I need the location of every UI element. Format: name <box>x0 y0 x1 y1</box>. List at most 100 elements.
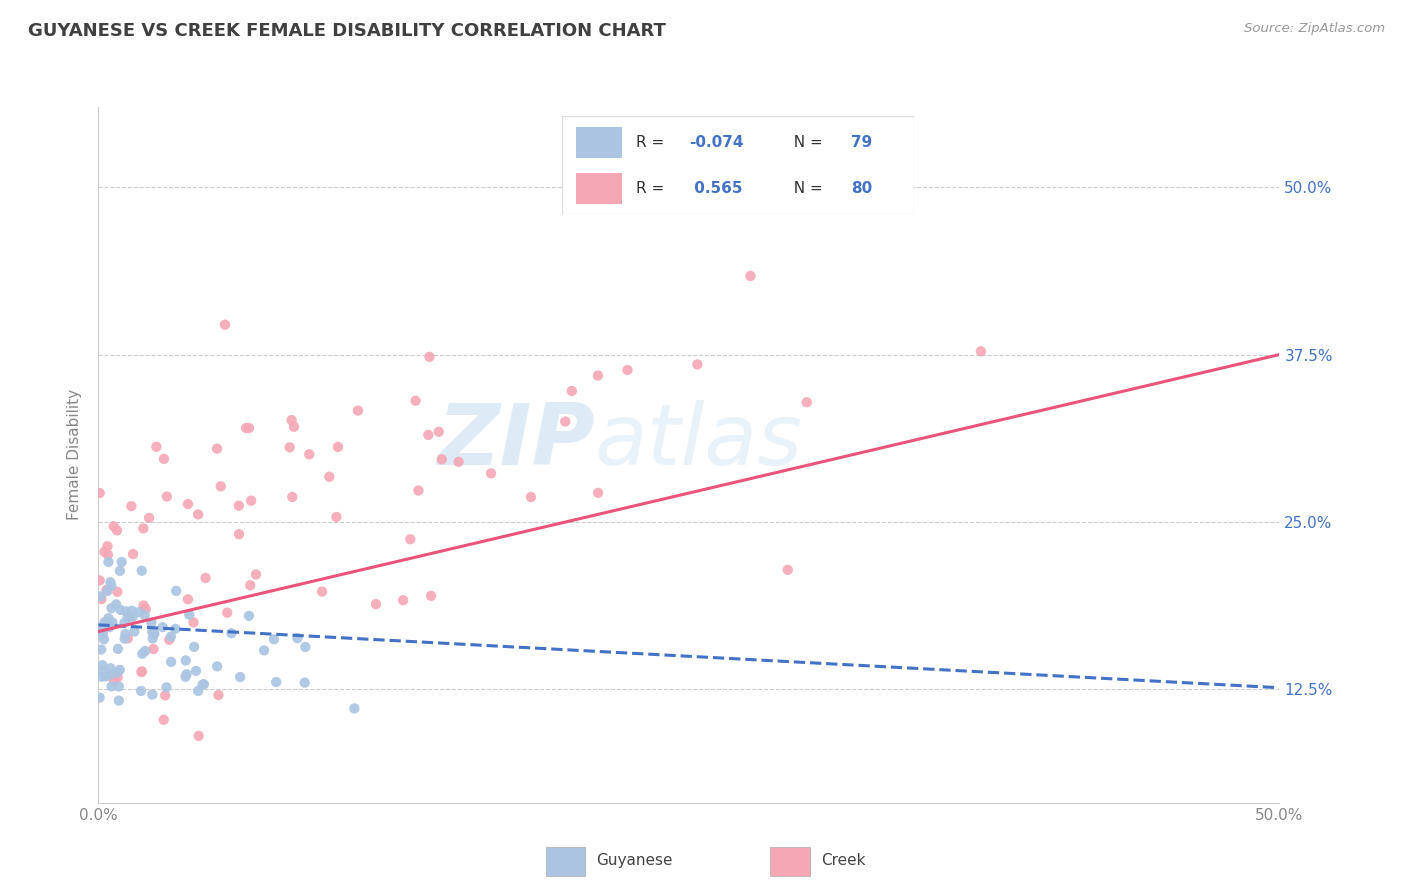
Point <box>103 519 125 533</box>
Point <box>105 598 128 612</box>
Point <box>616 363 638 377</box>
Text: 79: 79 <box>851 135 872 150</box>
Point <box>165 622 187 636</box>
Point <box>392 593 415 607</box>
Point <box>143 626 166 640</box>
Point <box>103 673 125 688</box>
Point <box>520 490 543 504</box>
Point <box>98 667 121 681</box>
Point <box>122 547 145 561</box>
Point <box>96 615 118 630</box>
Text: 0.565: 0.565 <box>689 181 742 196</box>
Point <box>89 486 111 500</box>
Point <box>131 564 153 578</box>
Point <box>205 442 228 456</box>
Point <box>89 590 111 604</box>
Point <box>138 511 160 525</box>
Point <box>405 393 427 408</box>
Point <box>100 575 122 590</box>
Point <box>156 490 179 504</box>
Point <box>91 670 114 684</box>
Point <box>318 469 340 483</box>
Point <box>418 350 440 364</box>
Point <box>187 684 209 698</box>
Point <box>89 574 111 588</box>
Point <box>114 632 136 646</box>
Point <box>129 684 152 698</box>
Point <box>100 601 122 615</box>
Point <box>239 578 262 592</box>
Point <box>179 607 201 622</box>
Point <box>157 632 180 647</box>
Point <box>160 655 183 669</box>
Text: R =: R = <box>636 181 675 196</box>
Point <box>107 670 129 684</box>
Point <box>217 606 239 620</box>
Point <box>221 626 243 640</box>
Point <box>177 592 200 607</box>
Point <box>238 608 260 623</box>
Point <box>207 688 229 702</box>
Point <box>796 395 818 409</box>
Point <box>142 625 165 640</box>
Point <box>145 440 167 454</box>
Point <box>132 599 155 613</box>
Point <box>121 604 143 618</box>
Text: Creek: Creek <box>821 854 866 868</box>
Text: GUYANESE VS CREEK FEMALE DISABILITY CORRELATION CHART: GUYANESE VS CREEK FEMALE DISABILITY CORR… <box>28 22 666 40</box>
Point <box>187 729 209 743</box>
Point <box>105 584 128 599</box>
Point <box>347 403 370 417</box>
Point <box>117 610 139 624</box>
Point <box>326 440 349 454</box>
Point <box>191 677 214 691</box>
Point <box>100 661 122 675</box>
Point <box>90 642 112 657</box>
Point <box>686 358 709 372</box>
Point <box>98 620 121 634</box>
Point <box>152 713 174 727</box>
Point <box>264 675 287 690</box>
Point <box>131 647 153 661</box>
Point <box>228 499 250 513</box>
Point <box>121 609 143 624</box>
Point <box>114 627 136 641</box>
Point <box>970 344 993 359</box>
Point <box>160 630 183 644</box>
Point <box>105 665 128 680</box>
Text: Source: ZipAtlas.com: Source: ZipAtlas.com <box>1244 22 1385 36</box>
Point <box>90 622 112 636</box>
Point <box>430 452 453 467</box>
Point <box>141 615 163 630</box>
Point <box>205 659 228 673</box>
Text: -0.074: -0.074 <box>689 135 744 150</box>
Point <box>283 419 305 434</box>
Point <box>740 268 762 283</box>
Text: ZIP: ZIP <box>437 400 595 483</box>
Point <box>176 667 198 681</box>
Point <box>141 688 163 702</box>
Point <box>118 609 141 624</box>
Point <box>447 455 470 469</box>
Point <box>96 582 118 597</box>
Point <box>153 452 176 467</box>
Bar <box>546 847 585 876</box>
Point <box>311 584 333 599</box>
Point <box>128 605 150 619</box>
Point <box>183 615 205 630</box>
Point <box>142 642 165 657</box>
Point <box>91 627 114 641</box>
Point <box>343 701 366 715</box>
Point <box>418 428 440 442</box>
Point <box>194 571 217 585</box>
Y-axis label: Female Disability: Female Disability <box>67 389 83 521</box>
Point <box>214 318 236 332</box>
Text: N =: N = <box>785 181 828 196</box>
Point <box>240 493 263 508</box>
Point <box>132 521 155 535</box>
Point <box>586 485 609 500</box>
Point <box>111 555 134 569</box>
Point <box>281 490 304 504</box>
Point <box>91 658 114 673</box>
Point <box>89 690 111 705</box>
